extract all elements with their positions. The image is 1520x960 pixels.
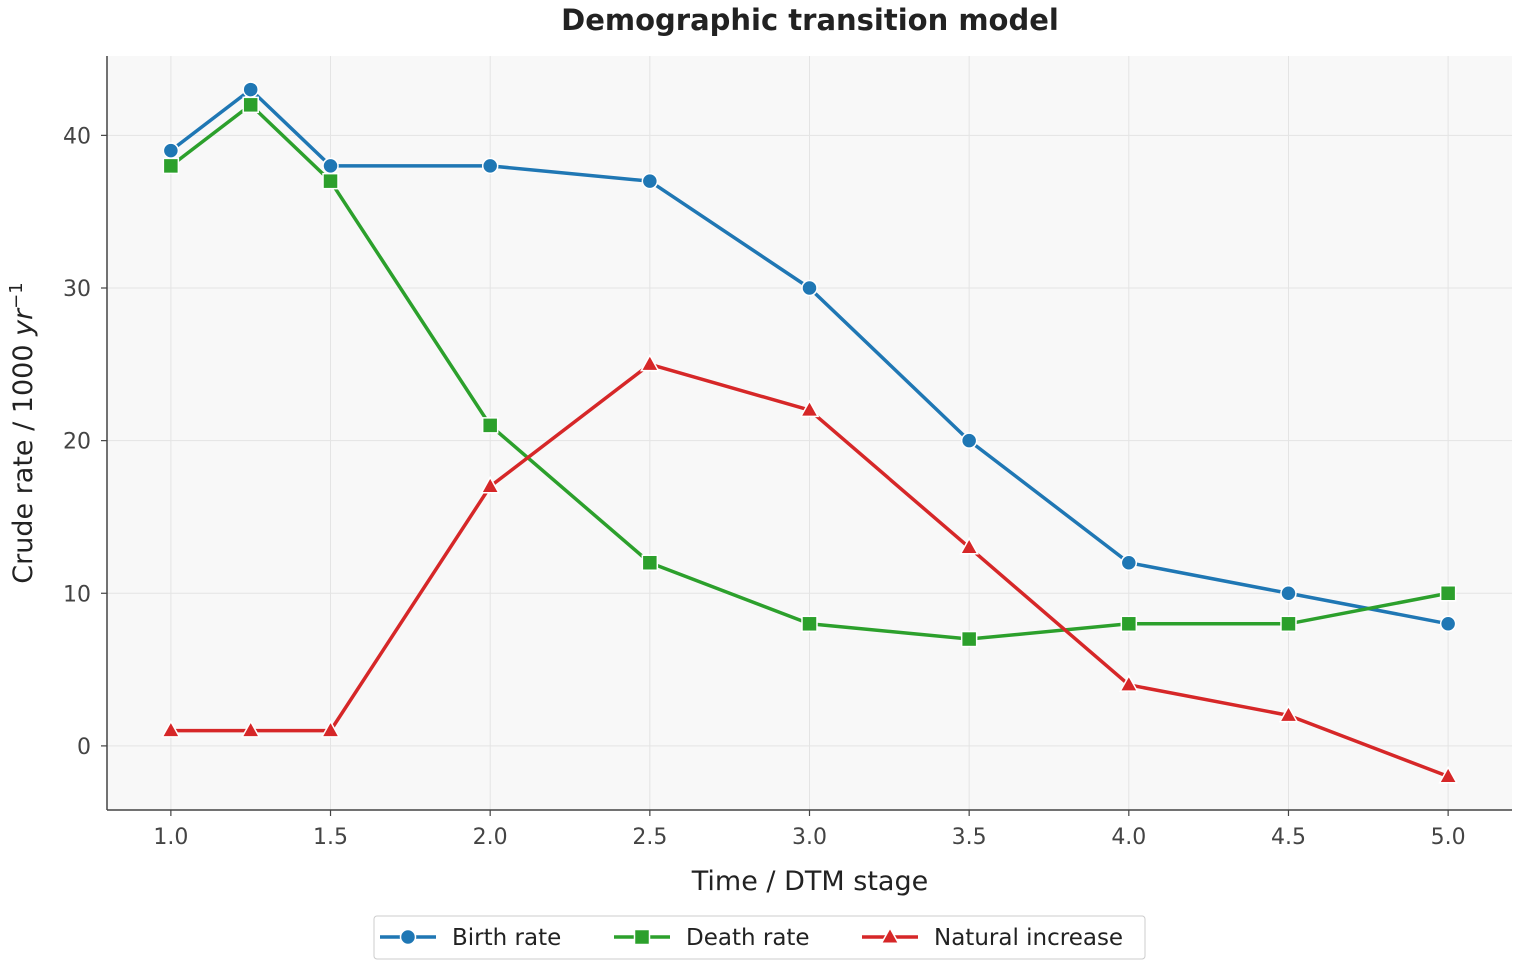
- legend-label: Natural increase: [934, 925, 1123, 951]
- data-point-circle-marker: [1120, 554, 1138, 571]
- y-axis-label-exponent: −1: [6, 282, 27, 309]
- legend: Birth rate Death rate Natural increase: [373, 915, 1146, 960]
- x-tick-label: 2.5: [632, 825, 667, 850]
- series-triangle: [161, 353, 1458, 784]
- y-axis-label-text: Crude rate / 1000: [8, 336, 39, 584]
- data-point-circle-marker: [242, 81, 259, 98]
- x-tick-label: 1.5: [313, 825, 348, 850]
- data-point-triangle-marker: [1438, 765, 1458, 784]
- data-point-circle-marker: [322, 157, 339, 175]
- data-point-triangle-marker: [1278, 704, 1299, 723]
- x-tick-label: 3.0: [792, 825, 827, 850]
- data-point-square-marker: [242, 96, 259, 114]
- data-point-square-marker: [322, 172, 339, 190]
- data-point-triangle-marker: [640, 353, 660, 372]
- data-point-square-marker: [162, 157, 180, 175]
- data-point-circle-marker: [1439, 615, 1457, 633]
- data-point-circle-marker: [801, 279, 818, 297]
- y-tick-label: 30: [63, 277, 91, 302]
- data-point-triangle-marker: [1118, 674, 1139, 692]
- legend-entry: Natural increase: [862, 925, 1123, 951]
- legend-entry: Birth rate: [380, 925, 561, 951]
- legend-label: Death rate: [686, 925, 810, 951]
- y-tick-label: 40: [63, 124, 91, 149]
- y-tick-label: 0: [77, 735, 91, 760]
- data-point-triangle-marker: [480, 475, 501, 494]
- x-tick-label: 3.5: [952, 825, 987, 850]
- y-axis-label: Crude rate / 1000 yr−1: [6, 282, 39, 583]
- series-line: [170, 362, 1449, 779]
- legend-entry: Death rate: [614, 925, 810, 951]
- y-tick-label: 10: [63, 582, 91, 607]
- legend-box: [373, 915, 1146, 960]
- data-point-circle-marker: [481, 157, 499, 175]
- data-point-circle-marker: [960, 432, 978, 449]
- data-point-square-marker: [1439, 585, 1457, 602]
- series-circle: [162, 81, 1457, 633]
- x-tick-label: 5.0: [1431, 825, 1466, 850]
- data-point-triangle-marker: [161, 720, 181, 738]
- data-point-square-marker: [1280, 615, 1297, 633]
- ticks: 1.0 1.5 2.0 2.5 3.0 3.5 4.0 4.5 5.0 0 10 20 30 40: [63, 124, 1466, 850]
- legend-square-marker: [633, 928, 651, 946]
- data-point-triangle-marker: [959, 536, 979, 555]
- data-point-triangle-marker: [799, 399, 820, 418]
- x-tick-label: 4.5: [1271, 825, 1306, 850]
- x-axis-label: Time / DTM stage: [691, 866, 928, 897]
- data-point-square-marker: [960, 630, 978, 648]
- x-tick-label: 1.0: [153, 825, 188, 850]
- data-point-triangle-marker: [240, 720, 261, 738]
- x-tick-label: 2.0: [473, 825, 508, 850]
- legend-triangle-marker: [880, 926, 900, 945]
- y-axis-label-unit: yr: [8, 307, 39, 337]
- data-point-square-marker: [641, 554, 659, 571]
- data-point-circle-marker: [1280, 585, 1297, 602]
- data-point-circle-marker: [641, 172, 659, 190]
- data-point-square-marker: [801, 615, 818, 633]
- series-line: [169, 103, 1449, 641]
- legend-label: Birth rate: [452, 925, 561, 951]
- data-point-circle-marker: [162, 142, 180, 159]
- data-point-square-marker: [481, 417, 499, 434]
- series-line: [169, 87, 1449, 626]
- y-tick-label: 20: [63, 430, 91, 455]
- chart-title: Demographic transition model: [561, 3, 1059, 37]
- data-point-triangle-marker: [320, 720, 341, 738]
- legend-circle-marker: [399, 928, 417, 946]
- series-square: [162, 96, 1457, 648]
- series-layer: [161, 81, 1458, 784]
- data-point-square-marker: [1120, 615, 1138, 633]
- x-tick-label: 4.0: [1111, 825, 1146, 850]
